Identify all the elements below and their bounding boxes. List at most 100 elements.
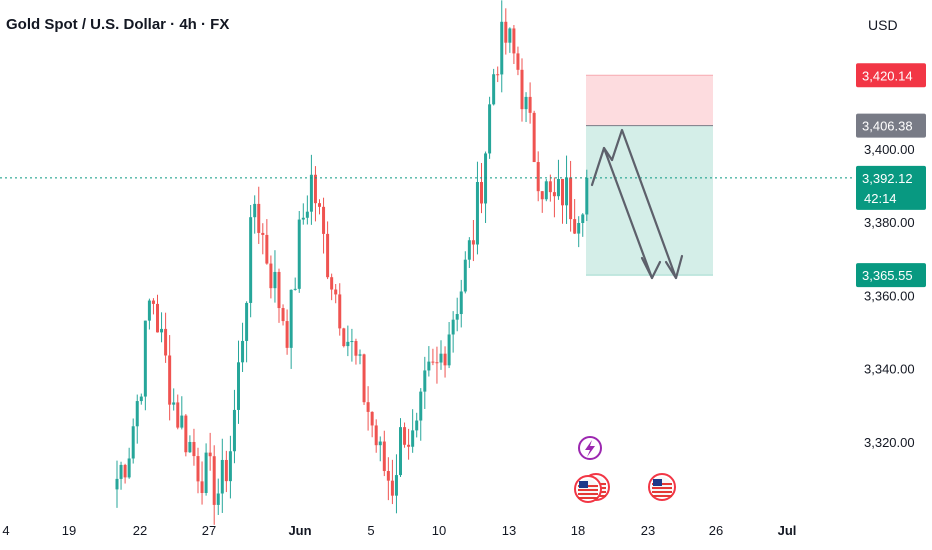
candle [569, 177, 573, 220]
candle [585, 177, 589, 215]
candle [552, 192, 556, 197]
candle [427, 361, 431, 371]
candle [208, 452, 212, 457]
candle [212, 456, 216, 505]
time-axis[interactable]: 4 19 22 27 Jun 5 10 13 18 23 26 Jul [2, 523, 796, 538]
candle [200, 481, 204, 493]
current-price-badge [856, 165, 926, 210]
candle [297, 219, 301, 289]
target-price-badge-label: 3,365.55 [862, 268, 913, 283]
time-tick-label: 23 [641, 523, 655, 538]
candle [119, 464, 123, 479]
projection-arrowhead-left [640, 256, 662, 280]
candle [281, 308, 285, 322]
candle [151, 300, 155, 304]
candle [475, 181, 479, 245]
candle [382, 441, 386, 472]
candle [415, 420, 419, 431]
position-zones[interactable] [586, 74, 713, 276]
candle [512, 28, 516, 54]
candle [581, 214, 585, 223]
candle [508, 28, 512, 43]
candle [249, 217, 253, 303]
candle [484, 153, 488, 204]
entry-price-badge-label: 3,406.38 [862, 119, 913, 134]
flag-stripe [578, 489, 598, 491]
candle [123, 464, 127, 478]
candle [520, 69, 524, 110]
time-tick-label: 19 [62, 523, 76, 538]
candle [196, 456, 200, 482]
candle [164, 328, 168, 356]
candle [224, 459, 228, 482]
candle [184, 415, 188, 453]
candle [370, 411, 374, 426]
candle [293, 288, 297, 290]
price-tick-label: 3,320.00 [864, 435, 915, 450]
flag-stripe [578, 497, 598, 499]
price-axis[interactable]: 3,400.00 3,380.00 3,360.00 3,340.00 3,320.00 [864, 142, 915, 450]
candle [253, 203, 257, 218]
candle [411, 430, 415, 447]
price-tick-label: 3,380.00 [864, 215, 915, 230]
candle [241, 340, 245, 363]
time-tick-label: 26 [709, 523, 723, 538]
time-tick-label: Jun [288, 523, 311, 538]
price-tick-label: 3,340.00 [864, 362, 915, 377]
candle [204, 452, 208, 493]
projection-leg-right [610, 128, 678, 280]
candle [354, 341, 358, 356]
candle [346, 341, 350, 347]
candle [378, 441, 382, 446]
candle [285, 321, 289, 348]
candle [565, 177, 569, 206]
candle [374, 425, 378, 446]
candle [573, 219, 577, 234]
candle [289, 289, 293, 348]
candle [156, 303, 159, 333]
candle [237, 362, 240, 410]
candle [220, 459, 224, 494]
candle [127, 458, 131, 478]
entry-price-badge [856, 113, 926, 138]
event-markers[interactable] [574, 436, 676, 503]
candle [532, 112, 536, 163]
candle [232, 409, 236, 452]
candle [536, 162, 540, 192]
time-tick-label: Jul [778, 523, 797, 538]
candle [467, 240, 471, 260]
flag-stripe [578, 493, 598, 495]
time-tick-label: 27 [202, 523, 216, 538]
candle [431, 361, 435, 363]
candle [192, 441, 196, 457]
currency-label[interactable]: USD [868, 17, 898, 33]
candle [228, 451, 232, 482]
stop-price-badge-label: 3,420.14 [862, 68, 913, 83]
candle [188, 441, 192, 453]
candle [540, 191, 544, 200]
price-badges: 3,420.14 3,406.38 3,392.12 42:14 3,365.55 [856, 63, 926, 288]
candle [269, 263, 273, 289]
candle [439, 353, 443, 363]
candle [261, 232, 265, 235]
projection-arrows[interactable] [590, 128, 684, 280]
candle [135, 401, 139, 427]
candle [386, 471, 390, 481]
candle [459, 291, 463, 315]
stop-price-badge [856, 63, 926, 88]
flag-canton [653, 479, 662, 486]
candle [322, 206, 326, 234]
candle [366, 402, 370, 412]
candle [561, 178, 564, 206]
time-tick-label: 10 [432, 523, 446, 538]
candle [492, 74, 496, 105]
candle [548, 181, 552, 193]
candle [390, 480, 394, 496]
candle [350, 341, 354, 343]
price-tick-label: 3,400.00 [864, 142, 915, 157]
candle [131, 426, 135, 459]
candle [556, 178, 560, 197]
candle [451, 319, 455, 335]
price-tick-label: 3,360.00 [864, 288, 915, 303]
